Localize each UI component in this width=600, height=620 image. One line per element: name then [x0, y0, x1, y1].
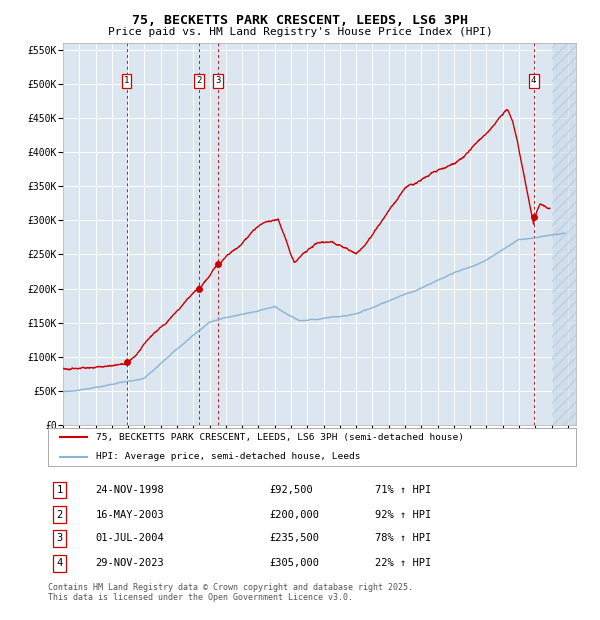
Text: 4: 4	[531, 76, 536, 86]
Text: Contains HM Land Registry data © Crown copyright and database right 2025.
This d: Contains HM Land Registry data © Crown c…	[48, 583, 413, 602]
Text: £305,000: £305,000	[270, 559, 320, 569]
Text: £235,500: £235,500	[270, 533, 320, 544]
Bar	[551, 43, 576, 425]
Text: 01-JUL-2004: 01-JUL-2004	[95, 533, 164, 544]
Text: 2: 2	[56, 510, 63, 520]
Text: 16-MAY-2003: 16-MAY-2003	[95, 510, 164, 520]
Text: 22% ↑ HPI: 22% ↑ HPI	[376, 559, 431, 569]
Text: 92% ↑ HPI: 92% ↑ HPI	[376, 510, 431, 520]
Text: 71% ↑ HPI: 71% ↑ HPI	[376, 485, 431, 495]
Text: £200,000: £200,000	[270, 510, 320, 520]
Text: 1: 1	[56, 485, 63, 495]
Text: 4: 4	[56, 559, 63, 569]
Text: £92,500: £92,500	[270, 485, 314, 495]
Text: 3: 3	[56, 533, 63, 544]
Text: 2: 2	[197, 76, 202, 86]
Text: 75, BECKETTS PARK CRESCENT, LEEDS, LS6 3PH: 75, BECKETTS PARK CRESCENT, LEEDS, LS6 3…	[132, 14, 468, 27]
Text: 24-NOV-1998: 24-NOV-1998	[95, 485, 164, 495]
Text: 3: 3	[215, 76, 220, 86]
Text: HPI: Average price, semi-detached house, Leeds: HPI: Average price, semi-detached house,…	[95, 452, 360, 461]
Text: 29-NOV-2023: 29-NOV-2023	[95, 559, 164, 569]
Text: Price paid vs. HM Land Registry's House Price Index (HPI): Price paid vs. HM Land Registry's House …	[107, 27, 493, 37]
Text: 1: 1	[124, 76, 129, 86]
Text: 75, BECKETTS PARK CRESCENT, LEEDS, LS6 3PH (semi-detached house): 75, BECKETTS PARK CRESCENT, LEEDS, LS6 3…	[95, 433, 464, 442]
Text: 78% ↑ HPI: 78% ↑ HPI	[376, 533, 431, 544]
